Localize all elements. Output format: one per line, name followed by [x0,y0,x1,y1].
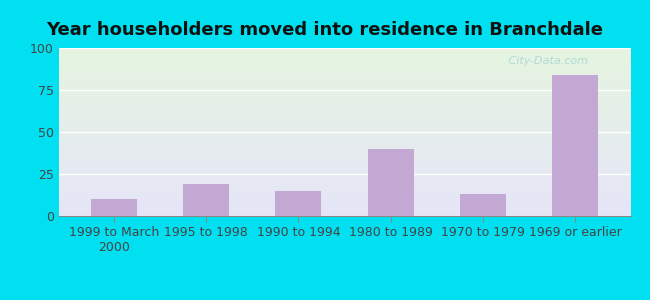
Text: Year householders moved into residence in Branchdale: Year householders moved into residence i… [47,21,603,39]
Bar [552,75,598,216]
Text: City-Data.com: City-Data.com [504,56,588,66]
Bar [91,199,137,216]
Bar [183,184,229,216]
Bar [276,191,322,216]
Bar [460,194,506,216]
Bar [367,149,413,216]
